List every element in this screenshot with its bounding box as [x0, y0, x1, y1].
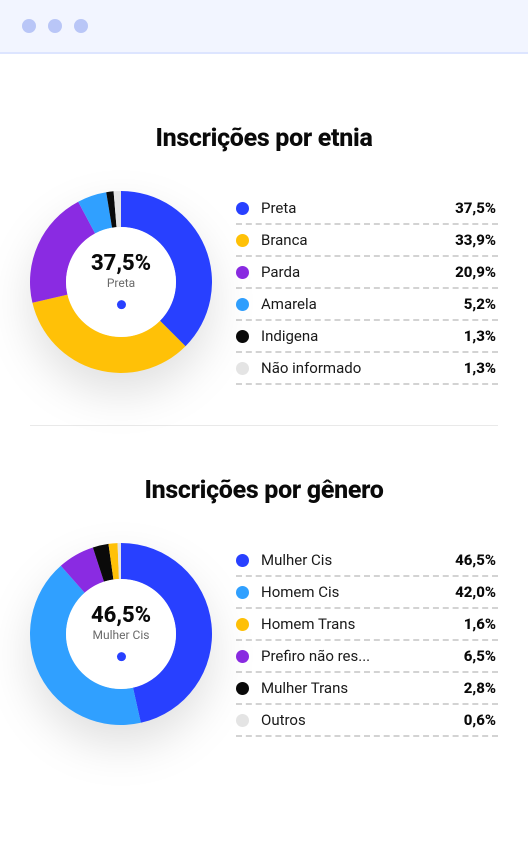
legend-swatch-icon	[236, 650, 249, 663]
legend-swatch-icon	[236, 202, 249, 215]
legend-row: Branca 33,9%	[236, 225, 498, 257]
legend-swatch-icon	[236, 266, 249, 279]
legend-row: Homem Cis 42,0%	[236, 577, 498, 609]
legend-value: 20,9%	[455, 263, 496, 281]
legend-label: Amarela	[261, 295, 456, 313]
chart-row: 46,5% Mulher Cis Mulher Cis 46,5% Homem …	[30, 543, 498, 737]
legend-value: 42,0%	[455, 583, 496, 601]
donut-center-name: Preta	[91, 277, 151, 290]
donut-center-name: Mulher Cis	[91, 629, 151, 642]
legend-label: Prefiro não res...	[261, 647, 456, 665]
window-dot-icon	[48, 19, 62, 33]
legend-label: Mulher Trans	[261, 679, 456, 697]
legend-row: Preta 37,5%	[236, 193, 498, 225]
legend-swatch-icon	[236, 618, 249, 631]
donut-center-marker-icon	[116, 301, 125, 310]
section-title: Inscrições por gênero	[30, 476, 498, 505]
legend-label: Homem Trans	[261, 615, 456, 633]
legend-value: 37,5%	[455, 199, 496, 217]
chart-row: 37,5% Preta Preta 37,5% Branca 33,9% Par…	[30, 191, 498, 385]
legend-label: Indigena	[261, 327, 456, 345]
legend-swatch-icon	[236, 682, 249, 695]
legend-label: Não informado	[261, 359, 456, 377]
legend-row: Parda 20,9%	[236, 257, 498, 289]
legend: Mulher Cis 46,5% Homem Cis 42,0% Homem T…	[236, 545, 498, 737]
donut-center-pct: 37,5%	[91, 252, 151, 276]
legend-swatch-icon	[236, 234, 249, 247]
window-titlebar	[0, 0, 528, 54]
legend-swatch-icon	[236, 362, 249, 375]
donut-center-marker-icon	[116, 653, 125, 662]
page-content: Inscrições por etnia 37,5% Preta Preta 3…	[0, 54, 528, 817]
legend-row: Outros 0,6%	[236, 705, 498, 737]
legend-row: Mulher Cis 46,5%	[236, 545, 498, 577]
donut-center-label: 46,5% Mulher Cis	[91, 604, 151, 661]
window-dot-icon	[74, 19, 88, 33]
legend-label: Preta	[261, 199, 447, 217]
legend-row: Não informado 1,3%	[236, 353, 498, 385]
legend-value: 33,9%	[455, 231, 496, 249]
donut-chart: 46,5% Mulher Cis	[30, 543, 212, 725]
legend-label: Parda	[261, 263, 447, 281]
legend-swatch-icon	[236, 330, 249, 343]
legend-swatch-icon	[236, 586, 249, 599]
legend-value: 5,2%	[464, 295, 496, 313]
legend-swatch-icon	[236, 298, 249, 311]
legend-value: 6,5%	[464, 647, 496, 665]
legend-label: Homem Cis	[261, 583, 447, 601]
legend-label: Branca	[261, 231, 447, 249]
window-dot-icon	[22, 19, 36, 33]
legend-label: Mulher Cis	[261, 551, 447, 569]
legend-swatch-icon	[236, 714, 249, 727]
legend-row: Amarela 5,2%	[236, 289, 498, 321]
legend: Preta 37,5% Branca 33,9% Parda 20,9% Ama…	[236, 193, 498, 385]
donut-chart: 37,5% Preta	[30, 191, 212, 373]
legend-value: 46,5%	[455, 551, 496, 569]
chart-section: Inscrições por etnia 37,5% Preta Preta 3…	[30, 124, 498, 385]
legend-value: 1,6%	[464, 615, 496, 633]
chart-section: Inscrições por gênero 46,5% Mulher Cis M…	[30, 425, 498, 737]
legend-row: Mulher Trans 2,8%	[236, 673, 498, 705]
legend-value: 0,6%	[464, 711, 496, 729]
legend-value: 1,3%	[464, 359, 496, 377]
legend-row: Prefiro não res... 6,5%	[236, 641, 498, 673]
donut-center-label: 37,5% Preta	[91, 252, 151, 309]
legend-value: 2,8%	[464, 679, 496, 697]
section-title: Inscrições por etnia	[30, 124, 498, 153]
legend-swatch-icon	[236, 554, 249, 567]
donut-center-pct: 46,5%	[91, 604, 151, 628]
legend-value: 1,3%	[464, 327, 496, 345]
legend-label: Outros	[261, 711, 456, 729]
legend-row: Homem Trans 1,6%	[236, 609, 498, 641]
legend-row: Indigena 1,3%	[236, 321, 498, 353]
